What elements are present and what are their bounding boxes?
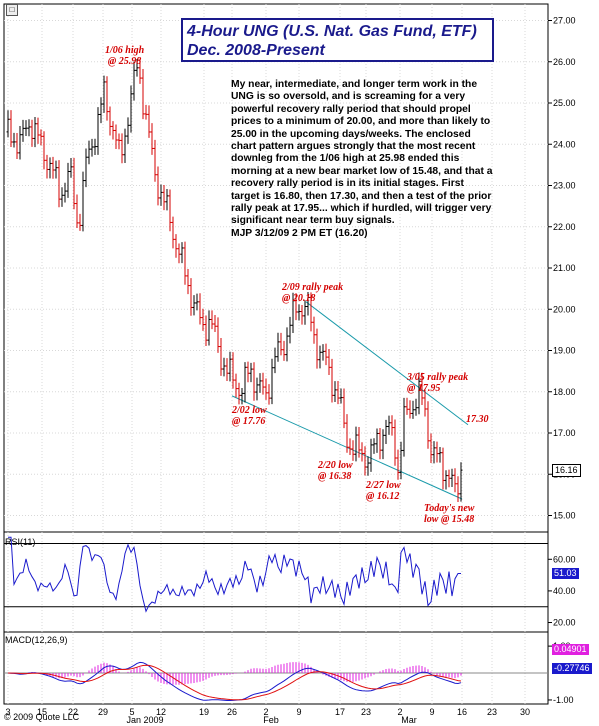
annotation-feb09-peak: 2/09 rally peak @ 20.18 bbox=[282, 282, 343, 304]
y-tick-label: 21.00 bbox=[553, 263, 576, 273]
x-tick-label: 19 bbox=[199, 707, 209, 717]
rsi-y-tick-label: 20.00 bbox=[553, 618, 576, 628]
annotation-feb27-low: 2/27 low @ 16.12 bbox=[366, 480, 401, 502]
x-tick-label: 15 bbox=[37, 707, 47, 717]
x-tick-label: 23 bbox=[361, 707, 371, 717]
signal-last-value: -0.27746 bbox=[552, 663, 592, 674]
plot-border bbox=[3, 3, 549, 705]
annotation-feb20-low: 2/20 low @ 16.38 bbox=[318, 460, 353, 482]
annotation-line: @ 16.38 bbox=[318, 471, 352, 482]
x-tick-label: 26 bbox=[227, 707, 237, 717]
annotation-line: @ 20.18 bbox=[282, 293, 316, 304]
month-label: Mar bbox=[401, 715, 417, 725]
x-tick-label: 2 bbox=[263, 707, 268, 717]
macd-label: MACD(12,26,9) bbox=[5, 635, 68, 645]
y-tick-label: 22.00 bbox=[553, 222, 576, 232]
x-tick-label: 30 bbox=[520, 707, 530, 717]
rsi-line bbox=[8, 536, 461, 613]
price-bars bbox=[6, 58, 463, 502]
annotation-line: @ 25.98 bbox=[107, 56, 142, 67]
expand-icon[interactable]: □ bbox=[6, 4, 18, 16]
annotation-line: @ 17.95 bbox=[407, 383, 441, 394]
annotation-mar05-peak: 3/05 rally peak @ 17.95 bbox=[407, 372, 468, 394]
x-tick-label: 2 bbox=[397, 707, 402, 717]
macd-last-value: 0.04901 bbox=[552, 644, 589, 655]
annotation-line: 1/06 high bbox=[105, 45, 145, 56]
macd-panel bbox=[4, 661, 548, 701]
copyright: © 2009 Quote LLC bbox=[4, 712, 80, 722]
x-tick-label: 12 bbox=[156, 707, 166, 717]
y-tick-label: 24.00 bbox=[553, 139, 576, 149]
month-label: Feb bbox=[263, 715, 279, 725]
macd-signal-line bbox=[7, 664, 462, 701]
y-tick-label: 18.00 bbox=[553, 387, 576, 397]
annotation-line: 2/20 low bbox=[318, 460, 353, 471]
annotation-line: low @ 15.48 bbox=[424, 514, 475, 525]
month-label: Jan 2009 bbox=[126, 715, 163, 725]
annotation-line: @ 16.12 bbox=[366, 491, 400, 502]
last-price-value: 16.16 bbox=[552, 464, 581, 477]
resistance-trendline bbox=[305, 301, 469, 426]
annotation-line: 2/02 low bbox=[232, 405, 267, 416]
y-tick-label: 19.00 bbox=[553, 346, 576, 356]
annotation-line: 2/09 rally peak bbox=[282, 282, 344, 293]
chart-title: 4-Hour UNG (U.S. Nat. Gas Fund, ETF) bbox=[187, 23, 477, 40]
x-tick-label: 16 bbox=[457, 707, 467, 717]
y-tick-label: 23.00 bbox=[553, 181, 576, 191]
x-tick-label: 9 bbox=[296, 707, 301, 717]
x-tick-label: 23 bbox=[487, 707, 497, 717]
rsi-panel bbox=[4, 536, 548, 613]
analyst-commentary: My near, intermediate, and longer term w… bbox=[231, 79, 493, 239]
rsi-label: RSI(11) bbox=[5, 537, 36, 547]
macd-y-tick-label: -1.00 bbox=[553, 695, 574, 705]
macd-line bbox=[7, 661, 462, 701]
annotation-line: Today's new bbox=[424, 503, 475, 514]
x-tick-label: 9 bbox=[429, 707, 434, 717]
annotation-line: @ 17.76 bbox=[232, 416, 266, 427]
rsi-last-value: 51.03 bbox=[552, 568, 579, 579]
annotation-line: 3/05 rally peak bbox=[407, 372, 469, 383]
y-tick-label: 17.00 bbox=[553, 428, 576, 438]
y-tick-label: 15.00 bbox=[553, 511, 576, 521]
x-tick-label: 17 bbox=[335, 707, 345, 717]
chart-title-box: 4-Hour UNG (U.S. Nat. Gas Fund, ETF) Dec… bbox=[181, 18, 494, 62]
annotation-line: 17.30 bbox=[466, 414, 489, 425]
y-tick-label: 26.00 bbox=[553, 57, 576, 67]
y-tick-label: 20.00 bbox=[553, 304, 576, 314]
x-tick-label: 5 bbox=[129, 707, 134, 717]
x-tick-label: 29 bbox=[98, 707, 108, 717]
y-tick-label: 27.00 bbox=[553, 16, 576, 26]
x-tick-label: 22 bbox=[68, 707, 78, 717]
annotation-new-low: Today's new low @ 15.48 bbox=[424, 503, 474, 525]
chart-subtitle: Dec. 2008-Present bbox=[187, 42, 325, 59]
annotation-line: 2/27 low bbox=[366, 480, 401, 491]
annotation-jan06-high: 1/06 high @ 25.98 bbox=[105, 45, 144, 67]
rsi-y-tick-label: 40.00 bbox=[553, 586, 576, 596]
annotation-feb02-low: 2/02 low @ 17.76 bbox=[232, 405, 267, 427]
x-tick-label: 3 bbox=[5, 707, 10, 717]
annotation-target-1730: 17.30 bbox=[466, 414, 489, 425]
y-tick-label: 25.00 bbox=[553, 98, 576, 108]
chart-frame bbox=[3, 3, 549, 705]
rsi-y-tick-label: 60.00 bbox=[553, 554, 576, 564]
